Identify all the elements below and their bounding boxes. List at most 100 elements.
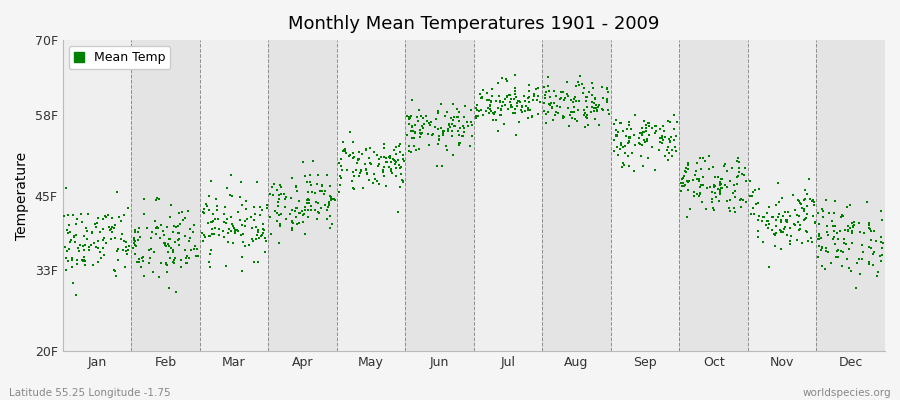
Point [445, 115, 459, 122]
Point [190, 245, 204, 252]
Point [778, 217, 793, 224]
Point [491, 105, 506, 112]
Point [818, 266, 832, 272]
Point [302, 200, 316, 206]
Point [643, 123, 657, 129]
Point [616, 144, 630, 150]
Point [765, 214, 779, 220]
Point [372, 161, 386, 168]
Point [259, 204, 274, 211]
Point [393, 184, 408, 190]
Point [696, 182, 710, 188]
Point [76, 242, 90, 249]
Point [579, 98, 593, 104]
Point [295, 208, 310, 214]
Point [62, 228, 77, 235]
Point [572, 98, 586, 104]
Point [752, 186, 766, 193]
Point [790, 219, 805, 225]
Point [325, 220, 339, 227]
Point [853, 271, 868, 277]
Point [483, 102, 498, 108]
Point [370, 177, 384, 184]
Point [556, 114, 571, 120]
Point [824, 259, 838, 266]
Point [360, 171, 374, 177]
Point [66, 279, 80, 286]
Point [664, 146, 679, 153]
Point [295, 218, 310, 225]
Point [735, 171, 750, 178]
Text: worldspecies.org: worldspecies.org [803, 388, 891, 398]
Point [99, 214, 113, 220]
Point [148, 224, 163, 231]
Point [392, 141, 407, 147]
Point [202, 207, 217, 213]
Point [255, 206, 269, 213]
Point [723, 197, 737, 204]
Point [692, 178, 706, 184]
Point [289, 182, 303, 189]
Point [151, 195, 166, 202]
Point [164, 201, 178, 208]
Point [300, 179, 314, 185]
Point [596, 95, 610, 101]
Point [566, 99, 580, 105]
Point [266, 181, 281, 187]
Point [779, 216, 794, 223]
Point [318, 202, 332, 208]
Point [379, 155, 393, 161]
Point [115, 246, 130, 253]
Point [568, 94, 582, 100]
Point [543, 94, 557, 100]
Point [163, 236, 177, 242]
Point [96, 252, 111, 259]
Point [338, 145, 352, 152]
Point [157, 240, 171, 246]
Point [429, 162, 444, 169]
Point [70, 260, 85, 267]
Point [195, 238, 210, 244]
Point [168, 255, 183, 262]
Point [845, 220, 859, 226]
Point [588, 95, 602, 102]
Point [855, 249, 869, 255]
Point [811, 210, 825, 216]
Title: Monthly Mean Temperatures 1901 - 2009: Monthly Mean Temperatures 1901 - 2009 [288, 15, 660, 33]
Point [791, 197, 806, 204]
Point [500, 77, 514, 84]
Point [363, 160, 377, 166]
Point [274, 191, 288, 197]
Point [301, 189, 315, 196]
Point [401, 116, 416, 122]
Point [333, 173, 347, 180]
Point [677, 183, 691, 190]
Point [148, 197, 163, 203]
Point [126, 244, 140, 251]
Point [476, 112, 491, 118]
Point [519, 103, 534, 110]
Point [723, 177, 737, 184]
Point [485, 86, 500, 92]
Point [104, 227, 118, 233]
Point [346, 178, 360, 184]
Point [795, 204, 809, 211]
Point [445, 128, 459, 134]
Point [696, 155, 710, 161]
Point [596, 107, 610, 114]
Point [658, 134, 672, 140]
Point [144, 246, 158, 252]
Point [113, 236, 128, 242]
Point [173, 221, 187, 227]
Point [628, 112, 643, 118]
Point [77, 257, 92, 263]
Point [228, 230, 242, 237]
Point [411, 107, 426, 113]
Point [168, 224, 183, 230]
Point [507, 96, 521, 102]
Point [483, 106, 498, 112]
Point [873, 253, 887, 259]
Point [235, 254, 249, 260]
Point [140, 225, 154, 231]
Point [537, 84, 552, 91]
